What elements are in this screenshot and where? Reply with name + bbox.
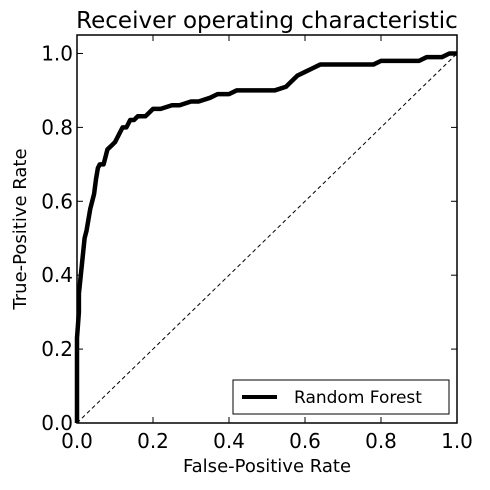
y-axis-ticks: 0.0 0.2 0.4 0.6 0.8 1.0	[41, 41, 457, 435]
y-tick-label: 0.8	[41, 115, 73, 139]
x-axis-label: False-Positive Rate	[183, 456, 351, 477]
series-line-random-forest	[74, 51, 457, 423]
y-axis-label: True-Positive Rate	[10, 148, 31, 310]
y-tick-label: 0.6	[41, 189, 73, 213]
y-tick-label: 0.0	[41, 411, 73, 435]
chart-title: Receiver operating characteristic	[76, 8, 458, 34]
plot-area	[74, 34, 458, 424]
y-tick-label: 1.0	[41, 41, 73, 65]
plot-frame	[76, 34, 458, 424]
legend-label-random-forest: Random Forest	[294, 388, 422, 408]
x-tick-label: 0.8	[365, 429, 397, 453]
series-layer	[74, 51, 458, 424]
x-tick-label: 0.6	[289, 429, 321, 453]
x-tick-label: 0.2	[137, 429, 169, 453]
x-tick-label: 0.4	[213, 429, 245, 453]
y-tick-label: 0.4	[41, 263, 73, 287]
x-tick-label: 1.0	[441, 429, 473, 453]
chance-diagonal-line	[76, 53, 458, 424]
legend: Random Forest	[232, 379, 450, 415]
y-tick-label: 0.2	[41, 337, 73, 361]
x-axis-ticks: 0.0 0.2 0.4 0.6 0.8 1.0	[61, 35, 473, 453]
x-tick-label: 0.0	[61, 429, 93, 453]
